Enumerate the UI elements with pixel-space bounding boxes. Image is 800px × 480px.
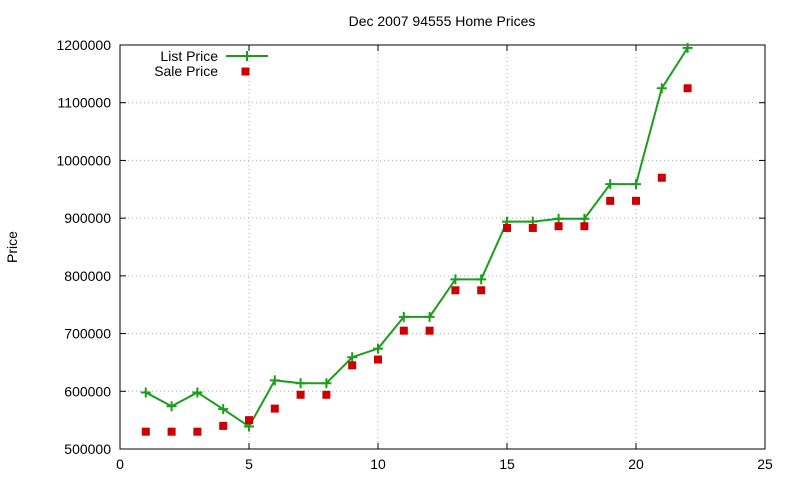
axis-ticks: 0 5 10 15 20 25 500000 600000 700000 800000 900000…	[56, 37, 773, 472]
sale-price-point	[348, 361, 357, 370]
sale-price-point	[374, 355, 382, 364]
sale-price-point	[683, 84, 692, 93]
y-tick-label: 600000	[64, 383, 111, 399]
x-tick-label: 25	[757, 456, 773, 472]
list-price-point	[450, 274, 461, 285]
x-tick-label: 10	[370, 456, 386, 472]
y-tick-label: 1200000	[56, 37, 111, 53]
sale-price-point	[296, 390, 305, 399]
sale-price-point	[657, 173, 666, 182]
list-price-point	[347, 352, 358, 363]
legend-marker-sale-price	[241, 67, 250, 76]
list-price-point	[373, 343, 383, 354]
sale-price-point	[451, 286, 460, 295]
y-tick-label: 500000	[64, 441, 111, 457]
legend: List Price Sale Price	[154, 48, 268, 79]
list-price-point	[424, 311, 435, 322]
y-tick-label: 1100000	[58, 95, 112, 111]
sale-price-point	[503, 223, 511, 232]
sale-price-point	[425, 326, 434, 335]
legend-label-sale-price: Sale Price	[154, 63, 218, 79]
sale-price-point	[193, 427, 202, 436]
x-tick-label: 15	[499, 456, 515, 472]
sale-price-point	[477, 286, 486, 295]
series	[140, 42, 693, 436]
list-price-point	[579, 213, 590, 224]
list-price-point	[631, 179, 641, 190]
list-price-point	[553, 213, 564, 224]
list-price-point	[321, 378, 332, 389]
list-price-point	[476, 274, 487, 285]
y-axis-label: Price	[4, 231, 20, 263]
sale-price-point	[528, 223, 537, 232]
legend-label-list-price: List Price	[160, 48, 218, 64]
sale-price-point	[580, 222, 589, 231]
chart-title: Dec 2007 94555 Home Prices	[349, 13, 536, 29]
grid	[120, 45, 765, 449]
sale-price-point	[219, 421, 228, 430]
list-price-point	[398, 311, 409, 322]
sale-price-point	[141, 427, 150, 436]
sale-price-point	[322, 390, 331, 399]
list-price-point	[269, 375, 280, 386]
list-price-point	[295, 378, 306, 389]
list-price-point	[140, 387, 151, 398]
sale-price-point	[270, 404, 279, 413]
legend-marker-list-price	[242, 51, 252, 61]
list-price-point	[218, 404, 229, 415]
y-tick-label: 1000000	[56, 152, 111, 168]
x-tick-label: 20	[628, 456, 644, 472]
sale-price-point	[399, 326, 408, 335]
list-price-point	[682, 42, 693, 53]
y-tick-label: 800000	[64, 268, 111, 284]
list-price-point	[605, 179, 616, 190]
plot-frame	[119, 44, 766, 450]
sale-price-point	[167, 427, 176, 436]
list-price-point	[192, 387, 203, 398]
list-price-line	[145, 47, 689, 428]
list-price-point	[166, 401, 177, 412]
x-tick-label: 5	[245, 456, 253, 472]
y-tick-label: 900000	[64, 210, 111, 226]
sale-price-point	[245, 416, 253, 425]
sale-price-point	[606, 196, 615, 205]
sale-price-point	[632, 196, 640, 205]
y-tick-label: 700000	[64, 326, 111, 342]
list-price-point	[656, 83, 667, 94]
x-tick-label: 0	[116, 456, 124, 472]
sale-price-point	[554, 222, 563, 231]
